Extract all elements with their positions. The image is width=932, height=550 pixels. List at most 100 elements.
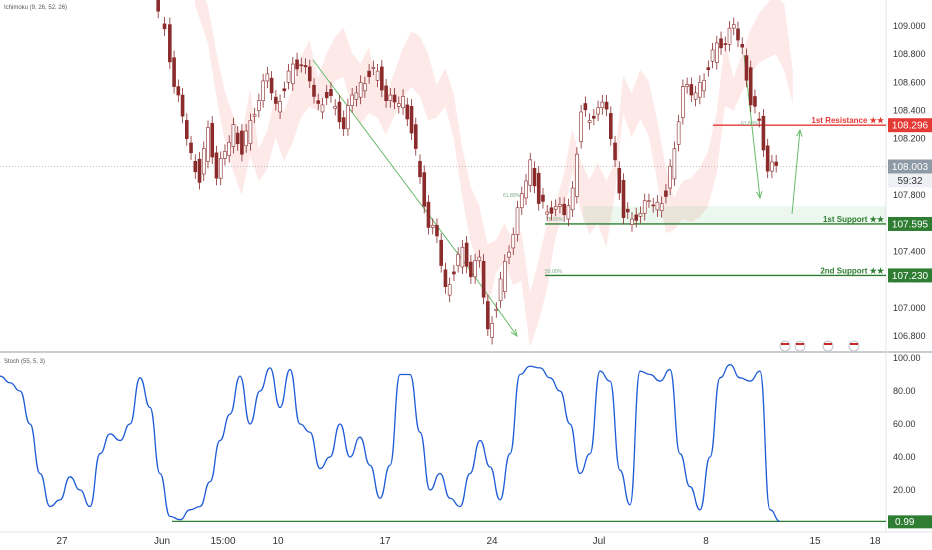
candle-body xyxy=(426,201,431,228)
resistance-1-badge xyxy=(888,118,932,133)
candle-body xyxy=(524,180,528,199)
candle-body xyxy=(676,121,681,145)
candle-body xyxy=(528,159,533,186)
candle-body xyxy=(753,96,757,107)
candle-body xyxy=(422,172,427,207)
candle-body xyxy=(473,260,477,278)
time-axis: 27 Jun 15:00 10 17 24 Jul 8 15 18 xyxy=(56,536,881,547)
support-2-label: 2nd Support ★★ xyxy=(820,266,885,275)
candle-body xyxy=(274,96,278,104)
candle-body xyxy=(235,132,240,144)
stoch-line xyxy=(0,363,781,522)
candle-body xyxy=(727,27,732,45)
candle-body xyxy=(316,100,321,104)
candle-body xyxy=(736,28,740,41)
price-tick-label: 109.000 xyxy=(893,21,926,31)
candle-body xyxy=(638,213,643,217)
candle-body xyxy=(358,82,363,98)
candle-body xyxy=(592,115,596,119)
candle-body xyxy=(346,105,350,130)
time-tick-label: 17 xyxy=(379,536,391,547)
candle-body xyxy=(723,43,728,45)
ichimoku-cloud xyxy=(195,0,793,348)
time-tick-label: 24 xyxy=(486,536,498,547)
candle-body xyxy=(341,117,346,130)
candle-body xyxy=(719,38,723,49)
candle-body xyxy=(583,103,588,111)
candle-body xyxy=(532,168,537,187)
candle-body xyxy=(269,77,274,94)
candle-body xyxy=(447,284,452,296)
candle-body xyxy=(227,141,231,156)
candle-body xyxy=(299,64,304,67)
candle-body xyxy=(210,122,215,158)
candle-body xyxy=(439,239,444,266)
candle-body xyxy=(363,83,367,92)
candle-body xyxy=(409,106,414,134)
candle-body xyxy=(244,130,248,147)
candle-body xyxy=(337,101,342,123)
support-1-label: 1st Support ★★ xyxy=(823,215,885,224)
countdown-text: 59:32 xyxy=(897,176,922,187)
candle-body xyxy=(502,261,507,292)
candle-body xyxy=(396,103,401,107)
candle-body xyxy=(672,148,677,180)
candle-body xyxy=(405,104,410,120)
candle-body xyxy=(257,100,261,111)
candle-body xyxy=(647,200,651,203)
candle-body xyxy=(642,200,647,214)
candle-body xyxy=(498,278,503,302)
candle-body xyxy=(604,101,609,110)
candle-body xyxy=(486,301,490,330)
support-2-badge-text: 107.230 xyxy=(892,271,929,282)
fib-label: 61.80% xyxy=(503,193,521,199)
candle-body xyxy=(630,218,634,225)
candle-body xyxy=(392,94,397,103)
candle-body xyxy=(265,73,270,82)
support-2-badge xyxy=(888,268,932,283)
current-price-badge xyxy=(888,159,932,174)
support-resistance-levels: 1st Resistance ★★ 1st Support ★★ 2nd Suppo… xyxy=(0,116,886,277)
candle-body xyxy=(418,160,422,178)
candle-body xyxy=(600,101,605,109)
candle-body xyxy=(413,124,418,149)
candle-body xyxy=(570,187,575,211)
candle-body xyxy=(553,206,558,210)
candle-body xyxy=(494,308,499,311)
candle-body xyxy=(634,214,639,221)
time-tick-label: Jul xyxy=(593,536,606,547)
candle-body xyxy=(240,130,244,155)
current-price-badge-text: 108.003 xyxy=(892,162,929,173)
candle-body xyxy=(201,148,206,175)
candle-body xyxy=(197,158,202,183)
event-flags[interactable] xyxy=(779,340,860,352)
candle-body xyxy=(659,203,664,211)
candle-body xyxy=(761,115,766,151)
price-tick-label: 108.200 xyxy=(893,134,926,144)
event-flag-icon xyxy=(848,340,860,352)
candle-body xyxy=(587,120,592,123)
price-tick-label: 107.000 xyxy=(893,303,926,313)
candle-body xyxy=(380,66,384,91)
candle-body xyxy=(350,94,354,106)
stochastic-pane: 100.00 80.00 60.00 40.00 20.00 0.99 xyxy=(0,353,932,529)
candle-body xyxy=(231,124,236,147)
candle-body xyxy=(490,323,494,338)
candle-body xyxy=(740,44,745,48)
candle-body xyxy=(354,92,359,100)
fib-label: 50.00% xyxy=(545,269,563,275)
time-tick-label: 27 xyxy=(56,536,68,547)
candle-body xyxy=(575,153,579,197)
candle-body xyxy=(456,253,460,266)
candle-body xyxy=(180,94,185,117)
time-tick-label: 15 xyxy=(809,536,821,547)
rebound-arrow-head xyxy=(796,128,803,137)
candle-body xyxy=(664,190,668,197)
candle-body xyxy=(558,203,562,207)
candle-body xyxy=(162,23,167,30)
candle-body xyxy=(223,151,227,159)
candle-body xyxy=(460,246,465,268)
price-tick-label: 106.800 xyxy=(893,331,926,341)
candle-body xyxy=(261,80,265,101)
